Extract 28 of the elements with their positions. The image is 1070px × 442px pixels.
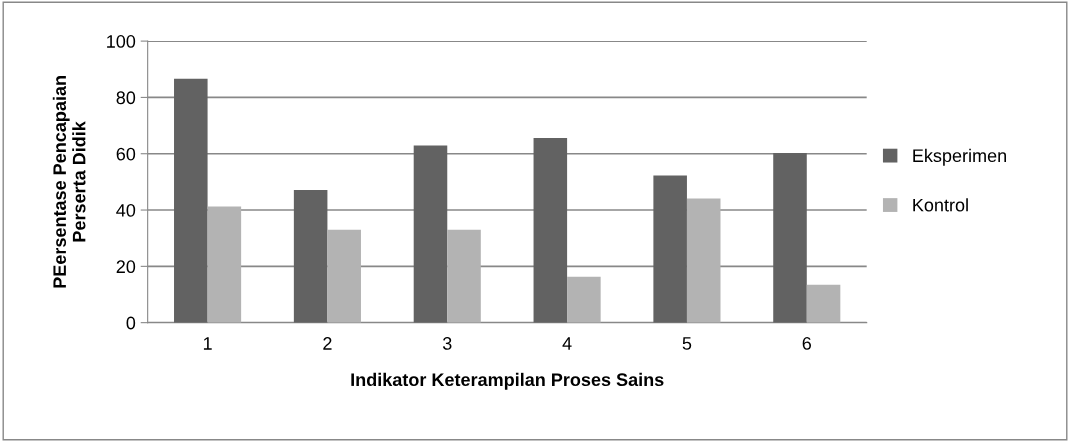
y-tick-label: 40 (116, 203, 136, 217)
bar (533, 137, 568, 323)
legend-label: Kontrol (913, 198, 968, 212)
x-tick-label: 1 (203, 337, 212, 350)
bar (567, 276, 601, 323)
y-tick-label: 60 (116, 147, 136, 161)
bar (207, 206, 242, 323)
y-axis-title: PEersentase Pencapaian Perserta Didik (52, 76, 86, 288)
x-tick-label: 5 (682, 337, 692, 350)
x-tick-label: 3 (442, 337, 452, 350)
bar (174, 78, 208, 323)
y-tick-label: 100 (107, 35, 136, 48)
y-tick-label: 20 (116, 260, 136, 274)
x-axis-title: Indikator Keterampilan Proses Sains (351, 372, 664, 390)
bar (327, 229, 361, 323)
bar (447, 229, 481, 323)
x-tick-label: 2 (323, 337, 332, 350)
bar (686, 198, 721, 323)
bar (413, 145, 448, 323)
y-tick-label: 0 (126, 316, 136, 330)
bar (773, 152, 807, 323)
x-tick-label: 4 (562, 337, 572, 350)
x-tick-label: 6 (802, 337, 812, 350)
bar (806, 284, 841, 323)
bar (293, 190, 328, 323)
legend-label: Eksperimen (913, 148, 1006, 166)
y-tick-label: 80 (116, 91, 136, 105)
bar (653, 175, 687, 323)
